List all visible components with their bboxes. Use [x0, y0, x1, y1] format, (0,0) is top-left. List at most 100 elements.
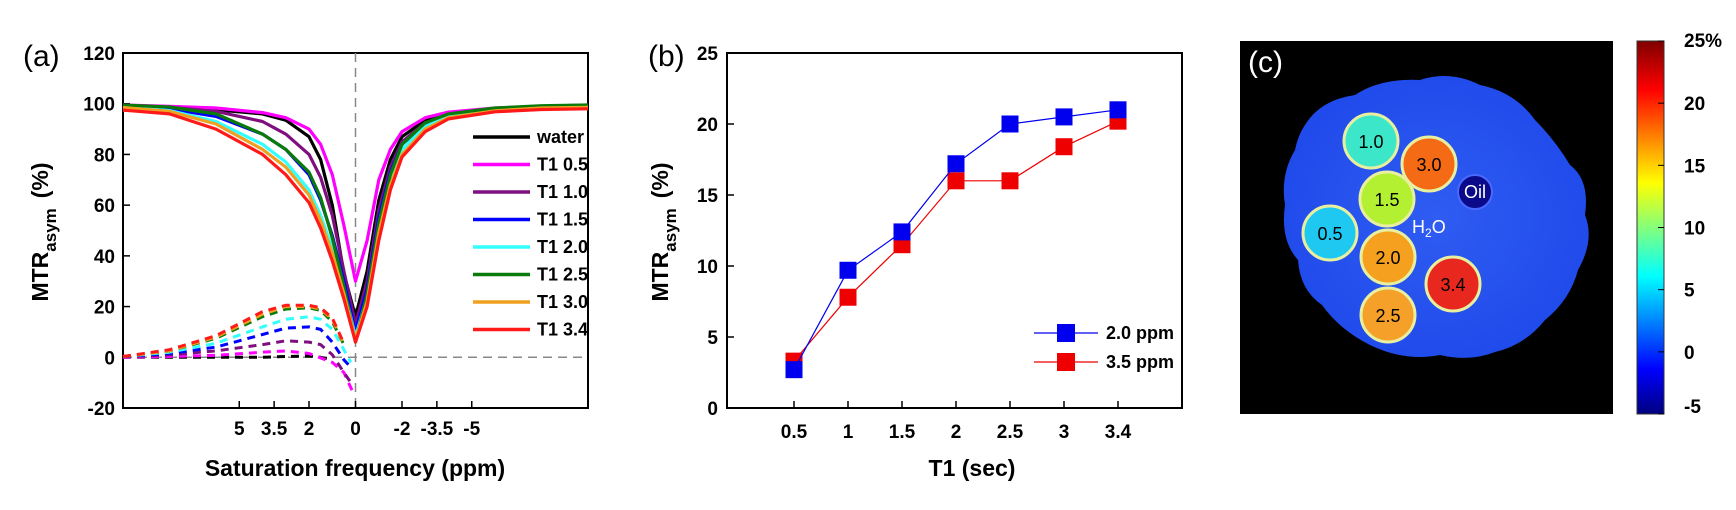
data-point-marker — [839, 288, 857, 306]
vial-label: 3.4 — [1440, 275, 1465, 295]
data-point-marker — [1055, 138, 1073, 156]
z-spectrum-line — [122, 107, 589, 344]
mtr-asym-line — [122, 339, 353, 384]
y-tick-label: 100 — [83, 95, 115, 116]
legend-label: T1 2.5 — [537, 265, 588, 285]
panel-c: 1.0 3.0 1.5 0.5 2.0 3.4 2.5 Oil H2O 25% 20 15 10 5… — [1240, 31, 1722, 418]
y-tick-label: 0 — [707, 399, 718, 420]
mtr-asym-line — [122, 325, 353, 369]
data-point-marker — [947, 172, 965, 190]
x-tick-label: 2 — [951, 422, 962, 443]
colorbar-tick-label: 0 — [1684, 343, 1695, 364]
vial-label: 3.0 — [1416, 155, 1441, 175]
y-tick-label: 20 — [94, 298, 115, 319]
data-point-marker — [1001, 172, 1019, 190]
vial — [1358, 170, 1416, 228]
vial-label: 1.0 — [1358, 132, 1383, 152]
colorbar-tick-label: 5 — [1684, 281, 1695, 302]
panel-b-axes-box — [726, 52, 1183, 409]
colorbar-tick-label: -5 — [1684, 397, 1701, 418]
x-tick-label: -3.5 — [421, 419, 454, 440]
mtr-asym-line — [122, 315, 353, 364]
oil-label: Oil — [1464, 182, 1486, 202]
x-tick-label: 0.5 — [781, 422, 808, 443]
y-tick-label: 15 — [697, 186, 719, 207]
vial — [1424, 255, 1482, 313]
data-point-marker — [1055, 108, 1073, 126]
panel-a-y-axis-label: MTRasym(%) — [27, 162, 60, 301]
y-tick-label: 60 — [94, 196, 115, 217]
vial-label: 2.0 — [1375, 248, 1400, 268]
x-tick-label: 3 — [1059, 422, 1070, 443]
data-point-marker — [1109, 101, 1127, 119]
legend-label: T1 3.0 — [537, 292, 588, 312]
panel-a-mtr-curves — [122, 303, 355, 394]
y-tick-label: 5 — [707, 328, 718, 349]
panel-a-x-axis-label: Saturation frequency (ppm) — [205, 455, 505, 481]
legend-label: 3.5 ppm — [1106, 352, 1174, 372]
x-tick-label: 2.5 — [997, 422, 1024, 443]
panel-a-x-ticks: 5 3.5 2 0 -2 -3.5 -5 — [234, 401, 481, 440]
mtr-asym-line — [122, 303, 346, 358]
legend-label: T1 0.5 — [537, 155, 588, 175]
panel-b-label: (b) — [648, 40, 685, 73]
legend-label: T1 1.5 — [537, 210, 588, 230]
panel-a-legend: water T1 0.5 T1 1.0 T1 1.5 T1 2.0 T1 2.5 T1 3.… — [473, 127, 588, 340]
vial — [1359, 286, 1417, 344]
y-tick-label: 25 — [697, 44, 719, 65]
legend-swatch-marker — [1057, 353, 1075, 371]
legend-label: 2.0 ppm — [1106, 323, 1174, 343]
mtr-asym-line — [122, 349, 355, 394]
legend-swatch-marker — [1057, 324, 1075, 342]
panel-b-x-axis-label: T1 (sec) — [929, 455, 1016, 481]
y-tick-label: 40 — [94, 247, 115, 268]
legend-label: T1 3.4 — [537, 320, 588, 340]
water-label: H2O — [1412, 217, 1446, 240]
data-point-marker — [893, 223, 911, 241]
y-tick-label: 80 — [94, 145, 115, 166]
panel-a-label: (a) — [23, 40, 60, 73]
vial-label: 2.5 — [1375, 306, 1400, 326]
data-point-marker — [893, 236, 911, 254]
y-tick-label: 10 — [697, 257, 718, 278]
panel-b-series — [785, 101, 1127, 379]
y-tick-label: 20 — [697, 115, 718, 136]
panel-b-y-axis-label: MTRasym(%) — [647, 162, 680, 301]
vial — [1301, 204, 1359, 262]
vial-label: 0.5 — [1317, 224, 1342, 244]
legend-label: T1 1.0 — [537, 182, 588, 202]
vial-label: 1.5 — [1374, 190, 1399, 210]
x-tick-label: -5 — [463, 419, 480, 440]
panel-c-label: (c) — [1248, 46, 1283, 79]
panel-a-z-spectra — [122, 103, 589, 344]
colorbar-tick-label: 10 — [1684, 219, 1705, 240]
x-tick-label: 0 — [350, 419, 361, 440]
x-tick-label: 1 — [843, 422, 854, 443]
colorbar-tick-label: 15 — [1684, 156, 1706, 177]
data-point-marker — [785, 361, 803, 379]
data-point-marker — [839, 261, 857, 279]
legend-label: T1 2.0 — [537, 237, 588, 257]
panel-b-y-ticks: 0 5 10 15 20 25 — [697, 44, 734, 420]
x-tick-label: 3.4 — [1105, 422, 1132, 443]
colorbar-tick-label: 20 — [1684, 94, 1705, 115]
legend-label: water — [536, 127, 584, 147]
vial — [1359, 228, 1417, 286]
x-tick-label: -2 — [394, 419, 411, 440]
panel-b: (b) 0 5 10 15 20 25 0.5 1 1.5 2 2.5 3 3.4 2.0 ppm 3.… — [647, 40, 1183, 481]
colorbar-tick-label: 25% — [1684, 31, 1722, 52]
y-tick-label: 0 — [104, 348, 115, 369]
x-tick-label: 5 — [234, 419, 245, 440]
z-spectrum-line — [122, 103, 589, 283]
x-tick-label: 2 — [304, 419, 315, 440]
y-tick-label: 120 — [83, 44, 115, 65]
x-tick-label: 1.5 — [889, 422, 916, 443]
data-point-marker — [947, 155, 965, 173]
vial — [1400, 135, 1458, 193]
oil-vial — [1457, 174, 1493, 210]
y-tick-label: -20 — [88, 399, 115, 420]
colorbar-ticks: 25% 20 15 10 5 0 -5 — [1658, 31, 1722, 418]
vial — [1342, 112, 1400, 170]
